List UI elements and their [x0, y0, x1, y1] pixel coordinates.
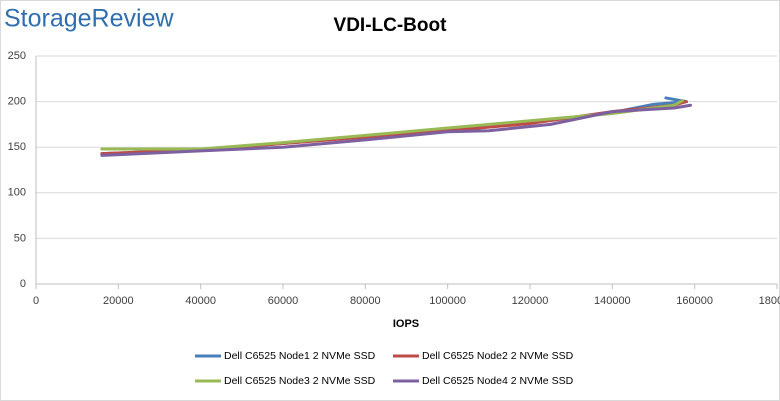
- y-tick-label: 250: [8, 50, 26, 62]
- x-tick-label: 160000: [676, 295, 713, 307]
- x-tick-label: 0: [33, 295, 39, 307]
- x-tick-label: 100000: [429, 295, 466, 307]
- y-tick-label: 200: [8, 96, 26, 108]
- x-axis-label: IOPS: [393, 318, 419, 330]
- x-tick-label: 40000: [185, 295, 216, 307]
- x-tick-label: 20000: [103, 295, 134, 307]
- x-tick-label: 140000: [594, 295, 631, 307]
- y-tick-label: 50: [14, 232, 26, 244]
- legend-label: Dell C6525 Node2 2 NVMe SSD: [422, 350, 574, 362]
- x-tick-label: 180000: [759, 295, 780, 307]
- x-tick-label: 120000: [512, 295, 549, 307]
- legend-label: Dell C6525 Node4 2 NVMe SSD: [422, 375, 574, 387]
- chart-title: VDI-LC-Boot: [334, 15, 448, 36]
- y-tick-label: 150: [8, 141, 26, 153]
- y-tick-label: 0: [20, 278, 26, 290]
- x-tick-label: 60000: [268, 295, 299, 307]
- legend-label: Dell C6525 Node3 2 NVMe SSD: [224, 375, 376, 387]
- legend-label: Dell C6525 Node1 2 NVMe SSD: [224, 350, 376, 362]
- y-tick-label: 100: [8, 187, 26, 199]
- x-tick-label: 80000: [350, 295, 381, 307]
- brand-logo: StorageReview: [4, 5, 174, 33]
- series-line: [100, 103, 693, 157]
